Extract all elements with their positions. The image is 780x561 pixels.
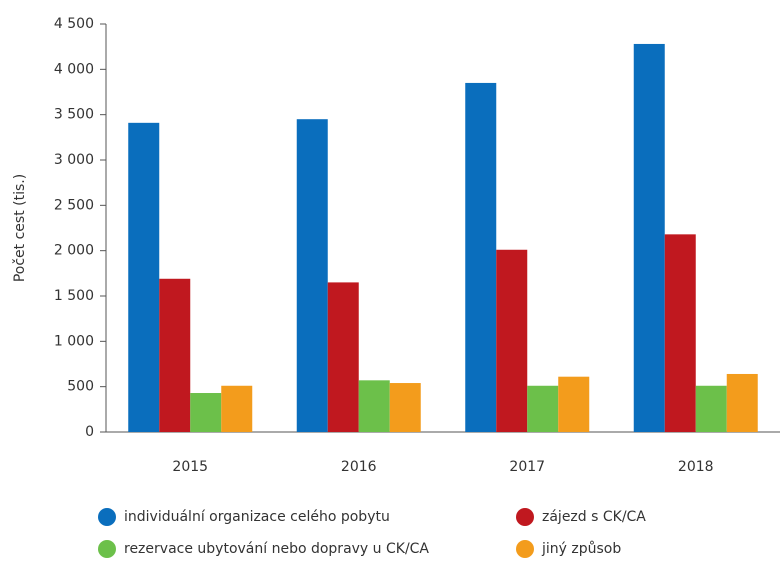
- legend-swatch: [98, 508, 116, 526]
- y-tick-label: 500: [67, 379, 94, 395]
- y-tick-label: 4 500: [54, 16, 94, 32]
- bar: [296, 119, 328, 432]
- bar: [159, 278, 191, 432]
- legend-swatch: [516, 540, 534, 558]
- x-tick-label: 2018: [678, 459, 714, 475]
- legend-swatch: [98, 540, 116, 558]
- bar: [389, 383, 421, 432]
- bar: [695, 385, 727, 432]
- bar: [465, 82, 497, 432]
- legend-label: individuální organizace celého pobytu: [124, 509, 390, 525]
- y-tick-label: 3 500: [54, 107, 94, 123]
- x-tick-label: 2017: [509, 459, 545, 475]
- x-tick-label: 2015: [172, 459, 208, 475]
- bar: [633, 43, 665, 433]
- bar: [327, 282, 359, 432]
- y-tick-label: 4 000: [54, 61, 94, 77]
- bar: [527, 385, 559, 432]
- y-tick-label: 2 500: [54, 197, 94, 213]
- y-tick-label: 1 500: [54, 288, 94, 304]
- bar: [664, 234, 696, 432]
- y-axis-label: Počet cest (tis.): [12, 174, 28, 282]
- bar: [221, 385, 253, 432]
- bar: [496, 249, 528, 432]
- y-tick-label: 3 000: [54, 152, 94, 168]
- y-tick-label: 1 000: [54, 333, 94, 349]
- legend-label: zájezd s CK/CA: [542, 509, 646, 525]
- x-tick-label: 2016: [341, 459, 377, 475]
- legend-label: rezervace ubytování nebo dopravy u CK/CA: [124, 541, 429, 557]
- legend-swatch: [516, 508, 534, 526]
- bar: [128, 122, 160, 433]
- y-tick-label: 0: [85, 424, 94, 440]
- legend-label: jiný způsob: [541, 541, 621, 557]
- bar: [190, 393, 222, 432]
- y-tick-label: 2 000: [54, 243, 94, 259]
- bar: [726, 373, 758, 432]
- bar: [558, 376, 590, 432]
- bar: [358, 380, 390, 432]
